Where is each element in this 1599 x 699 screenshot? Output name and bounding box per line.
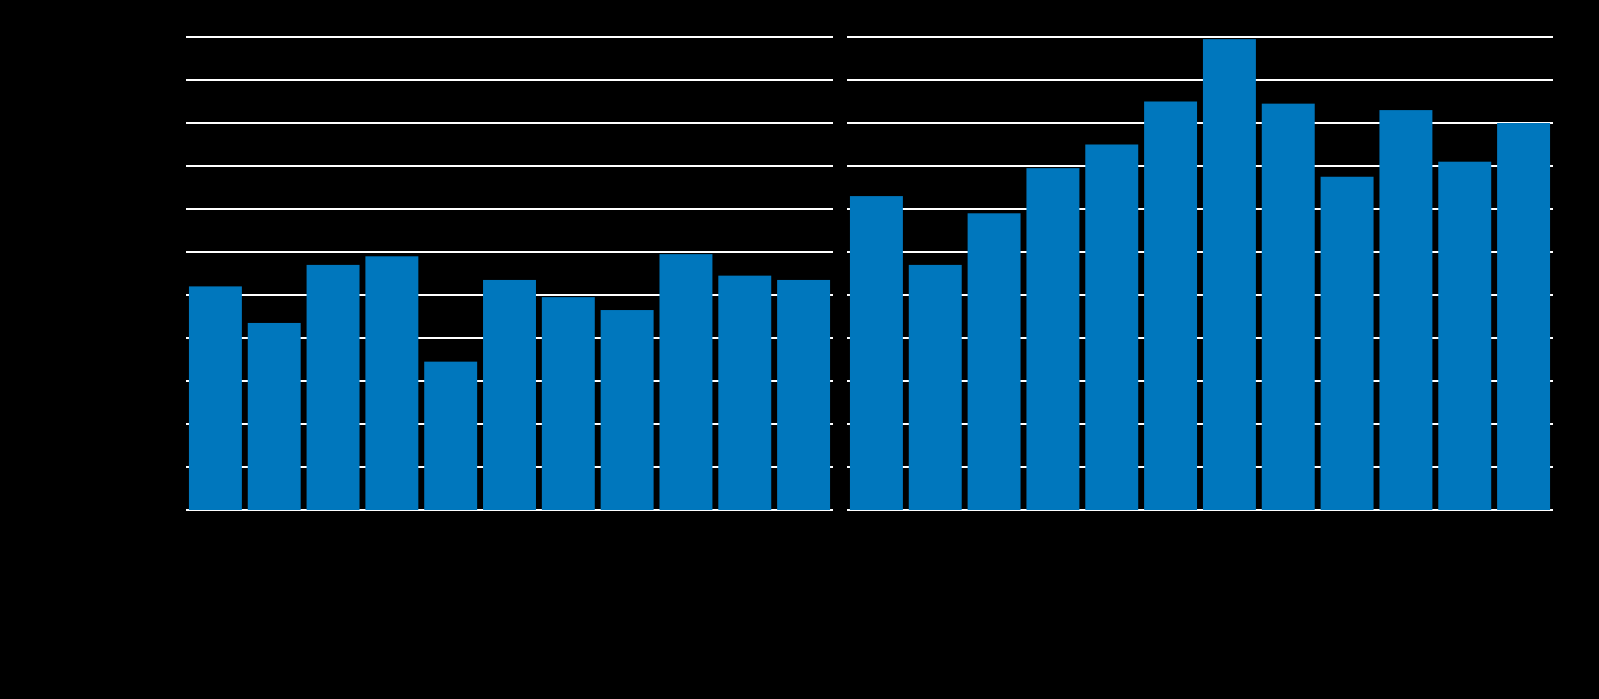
bar (247, 322, 301, 510)
bar (849, 196, 903, 510)
bar (1320, 176, 1374, 510)
bar (306, 264, 360, 510)
bar (1202, 39, 1256, 511)
bar (541, 297, 595, 510)
bar (659, 254, 713, 510)
bar (908, 264, 962, 510)
bar (1497, 123, 1551, 510)
bar (718, 275, 772, 510)
bar (365, 256, 419, 510)
bar (1261, 103, 1315, 511)
bar (600, 310, 654, 510)
bar (967, 213, 1021, 511)
bar (1438, 161, 1492, 510)
bar (1379, 110, 1433, 510)
bar (1144, 101, 1198, 510)
bar (188, 286, 242, 510)
bar (777, 279, 831, 510)
bar (1026, 168, 1080, 510)
bar (1085, 144, 1139, 510)
bar (483, 279, 536, 510)
bar (424, 361, 478, 510)
